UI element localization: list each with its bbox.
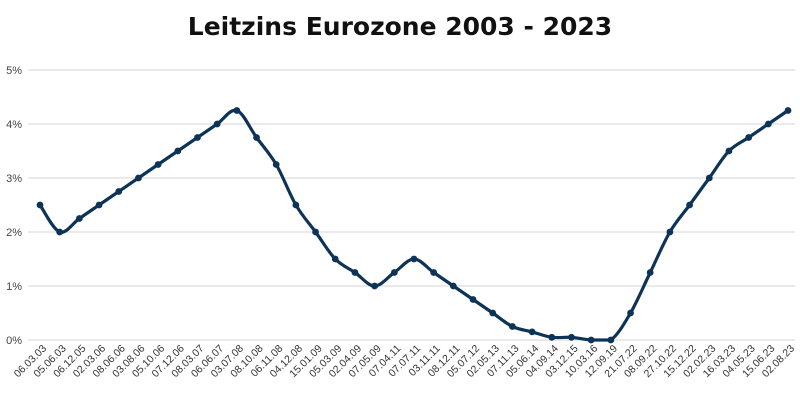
- data-point: [666, 228, 674, 236]
- data-point: [686, 201, 693, 209]
- data-point: [312, 228, 319, 236]
- data-point: [331, 255, 339, 263]
- y-tick-label: 2%: [6, 227, 22, 239]
- chart-title: Leitzins Eurozone 2003 - 2023: [187, 12, 613, 41]
- y-tick-label: 4%: [6, 119, 22, 131]
- data-point: [174, 147, 182, 155]
- data-point: [371, 282, 379, 290]
- data-point: [292, 201, 300, 209]
- y-tick-label: 1%: [6, 281, 22, 293]
- data-point: [135, 174, 142, 182]
- data-point: [56, 228, 64, 236]
- data-point: [784, 107, 792, 114]
- data-point: [194, 134, 201, 141]
- data-point: [272, 161, 280, 168]
- data-point: [390, 269, 398, 276]
- series-line: [38, 108, 790, 342]
- y-axis-ticks: 0% 1% 2% 3% 4% 5%: [6, 65, 22, 347]
- data-point: [410, 255, 418, 263]
- data-point: [213, 120, 221, 128]
- x-axis-ticks: 06.03.0305.06.0306.12.0502.03.0608.06.06…: [12, 343, 797, 381]
- data-point: [607, 336, 615, 344]
- data-point: [95, 201, 103, 209]
- data-point: [764, 120, 772, 128]
- data-point: [115, 188, 123, 195]
- data-points: [36, 107, 792, 344]
- data-point: [627, 309, 634, 317]
- data-point: [548, 333, 556, 341]
- data-point: [469, 296, 477, 303]
- y-tick-label: 0%: [6, 335, 22, 347]
- data-point: [154, 161, 162, 168]
- data-point: [568, 333, 575, 341]
- data-point: [745, 134, 753, 141]
- data-point: [253, 134, 260, 141]
- y-tick-label: 3%: [6, 173, 22, 185]
- data-point: [489, 309, 497, 317]
- data-point: [587, 336, 595, 344]
- data-point: [509, 323, 516, 330]
- data-point: [646, 269, 654, 276]
- data-point: [233, 107, 241, 114]
- data-point: [725, 147, 733, 155]
- data-point: [449, 282, 457, 290]
- data-point: [75, 215, 83, 222]
- gridlines: [28, 69, 795, 341]
- data-point: [528, 328, 536, 336]
- data-point: [430, 269, 438, 276]
- data-point: [36, 201, 44, 209]
- y-tick-label: 5%: [6, 65, 22, 77]
- data-point: [705, 174, 713, 182]
- data-point: [351, 269, 359, 276]
